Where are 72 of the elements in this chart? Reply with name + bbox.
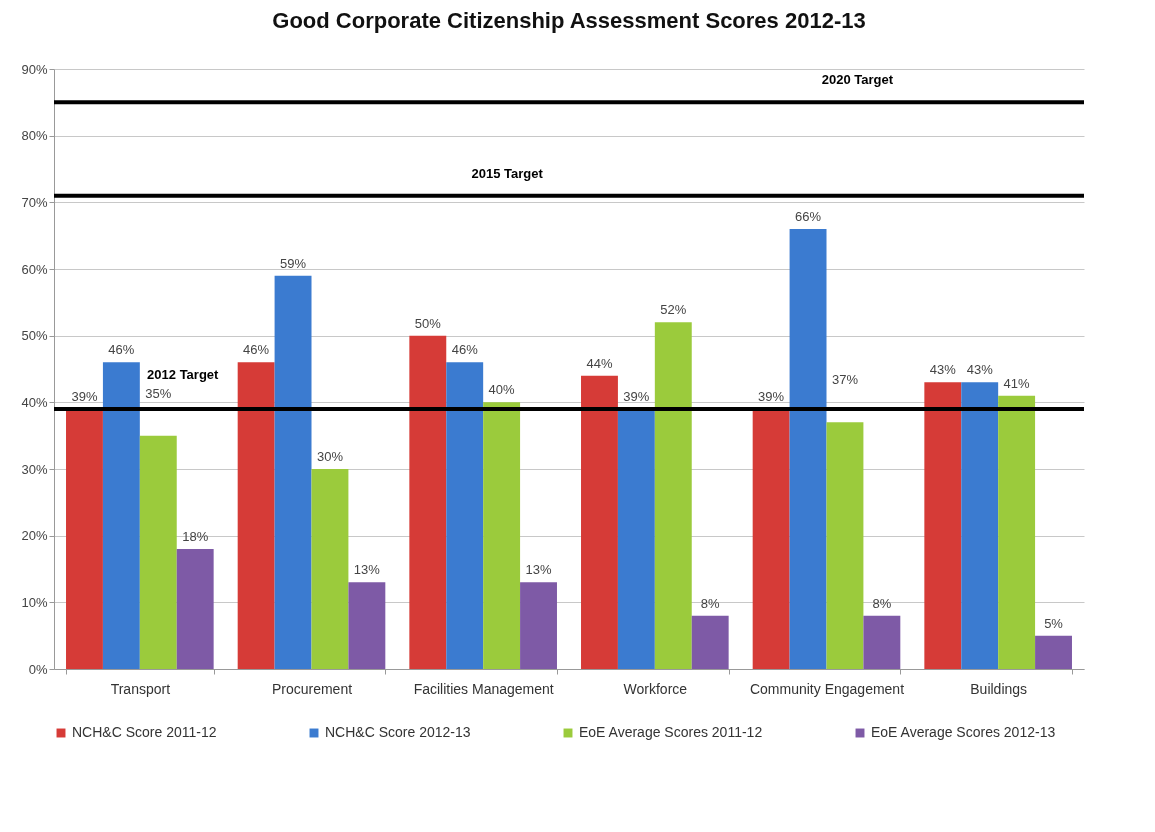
y-tick-label: 20% [21, 528, 48, 544]
ref-line-label: 2020 Target [821, 72, 894, 88]
bar [66, 409, 103, 669]
bar [654, 322, 692, 669]
x-tick-label: Procurement [271, 680, 353, 697]
legend-label: NCH&C Score 2012-13 [325, 724, 471, 740]
x-tick-label: Workforce [623, 680, 688, 697]
text: 43% [929, 362, 956, 378]
text: 50% [414, 315, 441, 331]
legend-label: NCH&C Score 2011-12 [72, 724, 217, 740]
y-tick-label: 40% [21, 394, 48, 410]
bar [311, 469, 349, 669]
text: 66% [795, 209, 822, 224]
text: 44% [586, 355, 613, 371]
y-tick-label: 0% [28, 661, 48, 677]
bar [1035, 635, 1072, 669]
text: 30% [316, 449, 343, 464]
text: 37% [831, 372, 858, 388]
bar [998, 395, 1036, 669]
text: 39% [71, 389, 98, 404]
y-tick-label: 10% [21, 594, 48, 610]
text: 13% [353, 562, 380, 578]
text: 41% [1003, 375, 1030, 391]
text: 8% [872, 595, 892, 611]
x-tick-label: Community Engagement [749, 680, 905, 697]
text: 39% [758, 389, 785, 404]
bar [863, 615, 901, 669]
text: 43% [966, 362, 993, 378]
y-tick-label: 70% [21, 194, 48, 210]
text: 46% [451, 342, 478, 358]
bar [483, 402, 521, 669]
text: 8% [700, 595, 720, 611]
text: 46% [243, 342, 270, 358]
legend-label: EoE Average Scores 2011-12 [579, 724, 763, 740]
bar [961, 382, 999, 669]
text: 35% [145, 385, 172, 401]
ref-line-label: 2012 Target [147, 367, 220, 382]
text: 40% [488, 382, 515, 398]
text: 59% [280, 255, 307, 271]
text: 18% [182, 529, 209, 544]
y-tick-label: 30% [21, 461, 48, 477]
x-tick-label: Facilities Management [413, 680, 554, 697]
y-tick-label: 90% [21, 61, 48, 77]
bar [581, 375, 618, 669]
bar [409, 335, 447, 669]
text: 13% [525, 562, 552, 578]
bar [237, 362, 275, 669]
y-tick-label: 60% [21, 261, 48, 277]
bar [826, 422, 864, 669]
text: 46% [108, 342, 135, 358]
text: 52% [660, 302, 687, 318]
bar [752, 409, 790, 669]
bar [924, 382, 962, 669]
legend-label: EoE Average Scores 2012-13 [871, 724, 1056, 740]
bar [520, 582, 557, 669]
bar [348, 582, 386, 669]
bar [176, 549, 214, 669]
text: 39% [623, 389, 650, 404]
y-tick-label: 50% [21, 328, 48, 344]
bar [102, 362, 140, 669]
ref-line-label: 2015 Target [471, 165, 544, 181]
bar [274, 275, 312, 669]
text: 5% [1044, 615, 1063, 631]
chart-title: Good Corporate Citizenship Assessment Scores 2012-13 [272, 8, 866, 33]
y-tick-label: 80% [21, 128, 48, 144]
bar [691, 615, 729, 669]
bar [617, 409, 655, 669]
x-tick-label: Buildings [970, 680, 1028, 697]
bar [139, 435, 177, 669]
bar [446, 362, 484, 669]
x-tick-label: Transport [110, 680, 171, 697]
bar [789, 229, 827, 669]
